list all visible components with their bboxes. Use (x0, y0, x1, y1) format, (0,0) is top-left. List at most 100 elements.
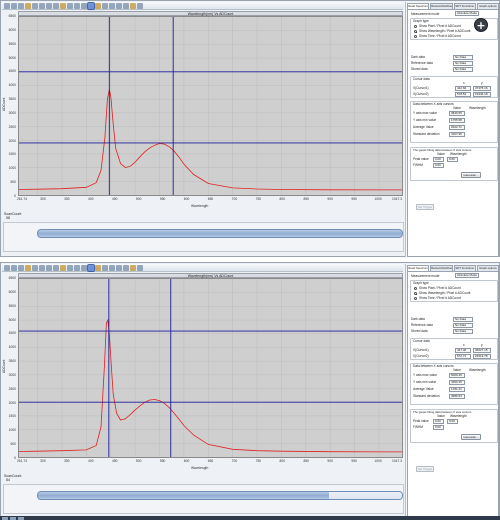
side-tabs: Read Spectrum Raman/Abs/Fluo SDT Functions… (407, 3, 499, 9)
graph-type-label: Graph type (413, 281, 429, 285)
measurement-mode-select[interactable]: Absolute Mode (455, 11, 479, 16)
graph-type-radio[interactable] (414, 35, 417, 38)
y-axis-tick-labels: 6500 6000 5500 5000 4500 4000 3500 3000 2500 2000… (2, 276, 17, 460)
fit-icon[interactable] (95, 264, 101, 271)
read-spectrum-panel: Measurement mode Absolute Mode Graph type S… (407, 9, 499, 257)
spectrum-curve (19, 318, 402, 453)
tab-graph-options[interactable]: Graph options (476, 265, 499, 271)
print-icon[interactable] (25, 264, 31, 271)
cursor-col-header: x (463, 343, 465, 347)
x-tick-label: 500 (135, 459, 142, 463)
zoom-in-icon[interactable] (39, 2, 45, 9)
export-icon[interactable] (74, 2, 80, 9)
new-icon[interactable] (4, 2, 10, 9)
between-row-label: Average Value (413, 125, 434, 129)
cursor-icon[interactable] (32, 2, 38, 9)
marker-icon[interactable] (109, 2, 115, 9)
app-icon[interactable] (18, 516, 24, 520)
undo-icon[interactable] (53, 264, 59, 271)
marker-icon[interactable] (109, 264, 115, 271)
data-row-value: No Data (453, 322, 473, 328)
save-icon[interactable] (18, 264, 24, 271)
zoom-out-icon[interactable] (46, 264, 52, 271)
undo-icon[interactable] (53, 2, 59, 9)
tab-raman-abs-fluo[interactable]: Raman/Abs/Fluo (430, 3, 453, 9)
cursor-data-group: Cursor data x y X(Cursor1) 442.66 37475.16 X(C… (410, 76, 498, 98)
x-tick-label: 850 (303, 197, 310, 201)
y-tick-label: 4000 (8, 345, 16, 350)
tab-read-spectrum[interactable]: Read Spectrum (407, 3, 430, 9)
x-tick-label: 750 (255, 459, 262, 463)
x-tick-label: 700 (231, 197, 238, 201)
gauss-fit-group: The gauss fitting data between X axis cu… (410, 409, 498, 443)
cursor-icon[interactable] (32, 264, 38, 271)
open-icon[interactable] (11, 264, 17, 271)
redo-icon[interactable] (60, 264, 66, 271)
graph-type-radio[interactable] (414, 292, 417, 295)
zoom-out-icon[interactable] (46, 2, 52, 9)
chart-icon[interactable] (123, 264, 129, 271)
set-trigger-button[interactable]: Set Trigger (416, 204, 434, 210)
print-icon[interactable] (25, 2, 31, 9)
settings-icon[interactable] (87, 263, 95, 272)
tab-graph-options[interactable]: Graph options (476, 3, 499, 9)
zoom-magnifier-icon[interactable]: + (474, 18, 488, 32)
help-icon[interactable] (137, 264, 143, 271)
spectrum-plot[interactable] (18, 16, 403, 196)
x-tick-label: 300 (40, 197, 46, 201)
grid-icon[interactable] (67, 2, 73, 9)
x-tick-label: 750 (255, 197, 262, 201)
measure-icon[interactable] (116, 264, 122, 271)
tab-sdt-functions[interactable]: SDT Functions (453, 265, 476, 271)
set-trigger-button[interactable]: Set Trigger (416, 466, 434, 472)
tab-read-spectrum[interactable]: Read Spectrum (407, 265, 430, 271)
graph-type-radio[interactable] (414, 297, 417, 300)
gaussian-button[interactable]: Gaussian... (461, 434, 481, 440)
copy-icon[interactable] (81, 264, 87, 271)
open-icon[interactable] (11, 2, 17, 9)
cursor-x-value: 572.71 (455, 353, 471, 359)
export-icon[interactable] (74, 264, 80, 271)
copy-icon[interactable] (81, 2, 87, 9)
info-icon[interactable] (130, 2, 136, 9)
chart-icon[interactable] (123, 2, 129, 9)
pan-icon[interactable] (102, 264, 108, 271)
x-tick-label: 400 (88, 459, 94, 463)
x-tick-label: 350 (64, 197, 70, 201)
save-icon[interactable] (18, 2, 24, 9)
gauss-col-header: Wavelength (450, 152, 467, 156)
spectrum-plot[interactable] (18, 278, 403, 458)
data-row-label: Reference data (411, 323, 433, 327)
redo-icon[interactable] (60, 2, 66, 9)
settings-icon[interactable] (87, 1, 95, 10)
graph-type-radio[interactable] (414, 287, 417, 290)
cursor-data-group: Cursor data x y X(Cursor1) 447.48 46027.15 X(C… (410, 338, 498, 360)
measurement-mode-select[interactable]: Absolute Mode (455, 273, 479, 278)
explorer-icon[interactable] (10, 516, 16, 520)
tab-raman-abs-fluo[interactable]: Raman/Abs/Fluo (430, 265, 453, 271)
start-icon[interactable] (2, 516, 8, 520)
data-row-value: No Data (453, 54, 473, 60)
graph-type-radio[interactable] (414, 25, 417, 28)
zoom-in-icon[interactable] (39, 264, 45, 271)
y-tick-label: 4500 (8, 69, 16, 74)
y-tick-label: 2000 (8, 400, 16, 405)
data-row-value: No Data (453, 316, 473, 322)
graph-type-radio[interactable] (414, 30, 417, 33)
data-row-label: Dark data (411, 55, 425, 59)
info-icon[interactable] (130, 264, 136, 271)
between-cursors-group: Data between X axis cursors Value Waveleng… (410, 363, 498, 405)
gauss-value: 0.00 (433, 162, 444, 168)
measure-icon[interactable] (116, 2, 122, 9)
gaussian-button[interactable]: Gaussian... (461, 172, 481, 178)
new-icon[interactable] (4, 264, 10, 271)
fit-icon[interactable] (95, 2, 101, 9)
help-icon[interactable] (137, 2, 143, 9)
grid-icon[interactable] (67, 264, 73, 271)
data-row-label: Reference data (411, 61, 433, 65)
tab-sdt-functions[interactable]: SDT Functions (453, 3, 476, 9)
between-col-header: Value (453, 106, 461, 110)
pan-icon[interactable] (102, 2, 108, 9)
cursor-x-value: 442.66 (455, 85, 471, 91)
x-tick-label: 950 (351, 459, 357, 463)
